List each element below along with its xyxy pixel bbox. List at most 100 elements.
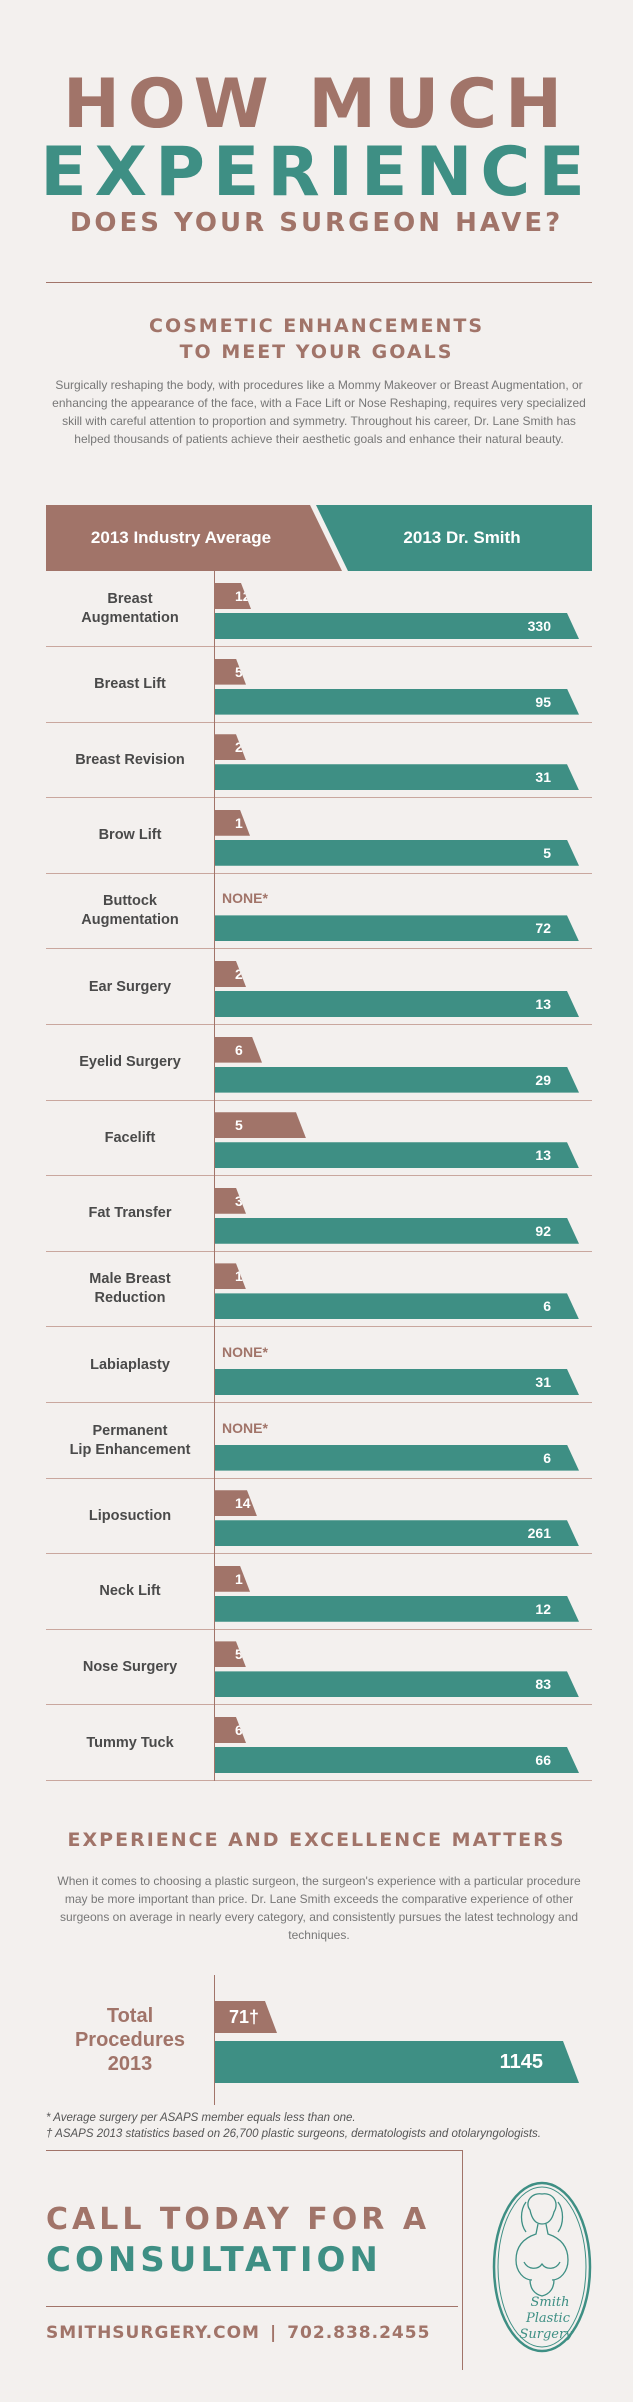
industry-bar: 5 — [215, 1641, 246, 1667]
matters-heading: EXPERIENCE AND EXCELLENCE MATTERS — [67, 1829, 566, 1851]
axis-line — [214, 1478, 215, 1555]
industry-none-label: NONE* — [222, 890, 268, 907]
total-label-line-2: Procedures — [74, 2029, 186, 2051]
doctor-bar: 13 — [215, 1142, 579, 1168]
industry-bar: 3 — [215, 1188, 246, 1214]
doctor-bar: 6 — [215, 1445, 579, 1471]
footnote-2: † ASAPS 2013 statistics based on 26,700 … — [46, 2128, 542, 2140]
chart-row: Labiaplasty NONE* 31 — [46, 1327, 592, 1403]
category-label-text: Brow Lift — [98, 827, 162, 844]
legend-industry-label: 2013 Industry Average — [90, 528, 272, 547]
smith-plastic-surgery-logo: Smith Plastic Surgery — [492, 2181, 592, 2353]
category-label: Facelift — [46, 1100, 214, 1176]
category-label: Liposuction — [46, 1478, 214, 1554]
doctor-bar: 13 — [215, 991, 579, 1017]
doctor-bar: 12 — [215, 1596, 579, 1622]
intro-heading-line-1: COSMETIC ENHANCEMENTS — [149, 315, 484, 337]
chart-row: Facelift 5 13 — [46, 1100, 592, 1177]
total-doctor-bar: 1145 — [215, 2041, 579, 2083]
industry-bar: 14 — [215, 1490, 257, 1516]
category-label: Male Breast Reduction — [46, 1251, 214, 1327]
industry-bar: 5 — [215, 659, 246, 685]
chart-row: Ear Surgery 2 13 — [46, 949, 592, 1025]
industry-bar: 12 — [215, 583, 251, 609]
chart-legend-banner: 2013 Industry Average 2013 Dr. Smith — [46, 505, 592, 571]
category-label-text: Nose Surgery — [82, 1658, 178, 1675]
title-line-2: EXPERIENCE — [40, 133, 593, 212]
legend-doctor-label: 2013 Dr. Smith — [403, 528, 521, 547]
axis-line — [214, 646, 215, 723]
axis-line — [214, 1402, 215, 1479]
category-label: Breast Revision — [46, 722, 214, 798]
industry-none-label: NONE* — [222, 1344, 268, 1360]
axis-line — [214, 1024, 215, 1101]
doctor-bar: 29 — [215, 1067, 579, 1093]
doctor-bar: 72 — [215, 915, 579, 941]
total-label-line-1: Total — [106, 2005, 154, 2027]
category-label-text: Breast Lift — [94, 676, 166, 693]
chart-row: Breast Augmentation 12 330 — [46, 571, 592, 647]
logo-text-line-3: Surgery — [519, 2327, 573, 2342]
category-label-text: Buttock Augmentation — [81, 893, 179, 929]
axis-line — [214, 873, 215, 950]
vertical-divider — [462, 2150, 463, 2370]
chart-row: Tummy Tuck 6 66 — [46, 1705, 592, 1781]
chart-row: Breast Lift 5 95 — [46, 646, 592, 723]
category-label: Eyelid Surgery — [46, 1025, 214, 1101]
axis-line — [214, 949, 215, 1025]
contact-separator: | — [269, 2323, 278, 2343]
doctor-bar: 66 — [215, 1747, 579, 1773]
website-link[interactable]: SMITHSURGERY.COM — [46, 2323, 260, 2343]
legend-background — [46, 505, 592, 571]
doctor-bar: 330 — [215, 613, 579, 639]
divider — [46, 282, 592, 283]
category-label-text: Breast Revision — [75, 751, 185, 768]
category-label-text: Male Breast Reduction — [89, 1271, 171, 1307]
contact-info: SMITHSURGERY.COM | 702.838.2455 — [46, 2322, 430, 2344]
category-label-text: Permanent Lip Enhancement — [69, 1422, 191, 1458]
category-label-text: Fat Transfer — [88, 1205, 172, 1222]
category-label: Buttock Augmentation — [46, 873, 214, 949]
chart-row: Buttock Augmentation NONE* 72 — [46, 873, 592, 950]
cta-line-2: CONSULTATION — [46, 2240, 382, 2280]
axis-line — [214, 797, 215, 874]
category-label-text: Tummy Tuck — [86, 1734, 174, 1751]
doctor-bar: 261 — [215, 1520, 579, 1546]
chart-row: Permanent Lip Enhancement NONE* 6 — [46, 1402, 592, 1479]
logo-text-line-1: Smith — [531, 2295, 570, 2310]
category-label: Permanent Lip Enhancement — [46, 1403, 214, 1479]
phone-link[interactable]: 702.838.2455 — [287, 2323, 431, 2343]
category-label: Breast Lift — [46, 647, 214, 723]
chart-row: Liposuction 14 261 — [46, 1478, 592, 1555]
title-line-3: DOES YOUR SURGEON HAVE? — [69, 208, 564, 238]
axis-line — [214, 1327, 215, 1403]
axis-line — [214, 1553, 215, 1630]
industry-bar: 1 — [215, 810, 250, 836]
chart-row: Breast Revision 2 31 — [46, 722, 592, 799]
total-label-line-3: 2013 — [107, 2053, 153, 2075]
intro-paragraph: Surgically reshaping the body, with proc… — [52, 378, 586, 446]
industry-none-label: NONE* — [222, 1419, 268, 1436]
doctor-bar: 31 — [215, 1369, 579, 1395]
industry-bar: 6 — [215, 1717, 246, 1743]
axis-line — [214, 1629, 215, 1706]
axis-line — [214, 1175, 215, 1252]
category-label-text: Labiaplasty — [90, 1356, 170, 1373]
axis-line — [214, 571, 215, 647]
footnote-1: * Average surgery per ASAPS member equal… — [46, 2112, 356, 2124]
doctor-bar: 95 — [215, 689, 579, 715]
category-label: Labiaplasty — [46, 1327, 214, 1403]
axis-line — [214, 722, 215, 799]
industry-bar: 2 — [215, 961, 246, 987]
divider — [46, 2150, 462, 2151]
category-label: Nose Surgery — [46, 1629, 214, 1705]
logo-text-line-2: Plastic — [525, 2311, 571, 2326]
intro-heading-line-2: TO MEET YOUR GOALS — [179, 341, 454, 363]
doctor-bar: 92 — [215, 1218, 579, 1244]
category-label-text: Eyelid Surgery — [79, 1054, 181, 1071]
industry-bar: 1 — [215, 1566, 250, 1592]
industry-bar: 1 — [215, 1263, 246, 1289]
category-label-text: Facelift — [104, 1129, 156, 1146]
category-label: Breast Augmentation — [46, 571, 214, 647]
doctor-bar: 83 — [215, 1671, 579, 1697]
